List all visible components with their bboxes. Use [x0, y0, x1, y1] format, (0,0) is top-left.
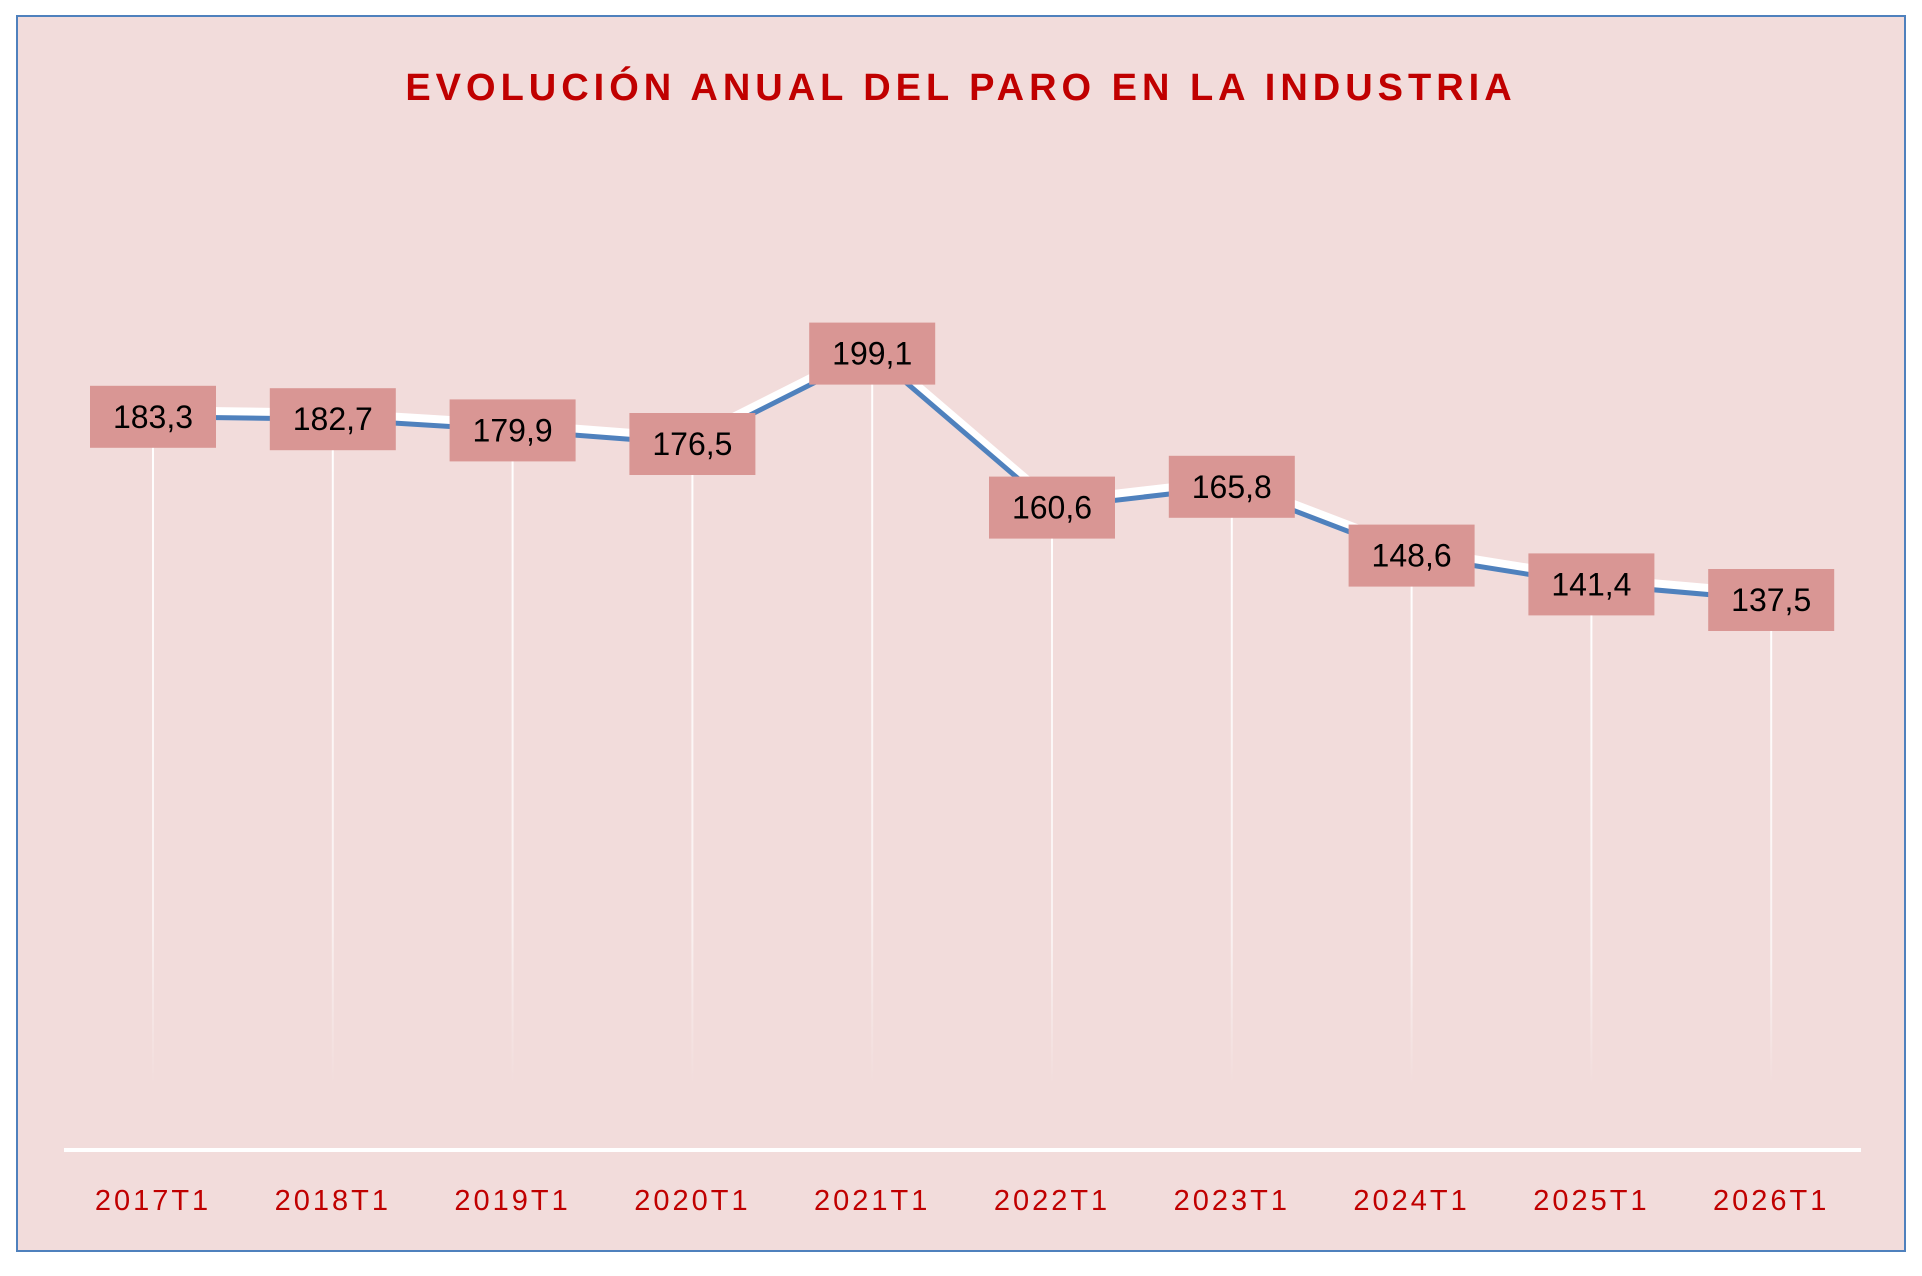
data-label: 183,3 — [113, 399, 193, 435]
data-label-box — [449, 399, 576, 462]
data-label-box — [989, 476, 1115, 539]
data-label: 165,8 — [1192, 469, 1272, 505]
data-label-box — [1708, 569, 1835, 631]
data-label: 182,7 — [293, 401, 373, 437]
x-tick-label: 2019T1 — [454, 1185, 570, 1217]
chart-title: EVOLUCIÓN ANUAL DEL PARO EN LA INDUSTRIA — [405, 67, 1517, 109]
drop-line — [1770, 600, 1773, 1085]
drop-line — [1410, 555, 1413, 1085]
data-label: 176,5 — [652, 426, 732, 462]
x-tick-label: 2017T1 — [95, 1185, 211, 1217]
data-label: 179,9 — [473, 412, 553, 448]
data-label-box — [629, 413, 756, 475]
x-tick-label: 2018T1 — [275, 1185, 391, 1217]
drop-line — [691, 444, 694, 1085]
drop-line — [1051, 507, 1053, 1086]
x-tick-label: 2023T1 — [1174, 1185, 1290, 1217]
x-tick-label: 2020T1 — [634, 1185, 750, 1217]
data-label: 137,5 — [1731, 582, 1811, 618]
drop-line — [511, 430, 514, 1085]
drop-line — [1230, 486, 1233, 1085]
x-tick-label: 2025T1 — [1533, 1185, 1649, 1217]
drop-line — [1590, 584, 1593, 1085]
data-label-box — [269, 388, 396, 451]
series-line — [152, 351, 1772, 603]
data-label-box — [809, 322, 936, 385]
data-label-box — [90, 385, 216, 448]
data-label-box — [1528, 553, 1655, 616]
data-label: 199,1 — [832, 336, 912, 372]
drop-line — [331, 419, 334, 1085]
drop-line — [871, 353, 874, 1086]
x-tick-label: 2026T1 — [1713, 1185, 1829, 1217]
data-label-box — [1168, 455, 1295, 518]
series-line-shadow — [152, 343, 1772, 599]
drop-line — [152, 416, 154, 1085]
data-label: 141,4 — [1551, 566, 1631, 602]
data-label: 160,6 — [1012, 490, 1092, 526]
x-tick-label: 2022T1 — [994, 1185, 1110, 1217]
x-tick-label: 2021T1 — [814, 1185, 930, 1217]
x-tick-label: 2024T1 — [1353, 1185, 1469, 1217]
data-label-box — [1348, 524, 1475, 587]
data-label: 148,6 — [1372, 538, 1452, 574]
